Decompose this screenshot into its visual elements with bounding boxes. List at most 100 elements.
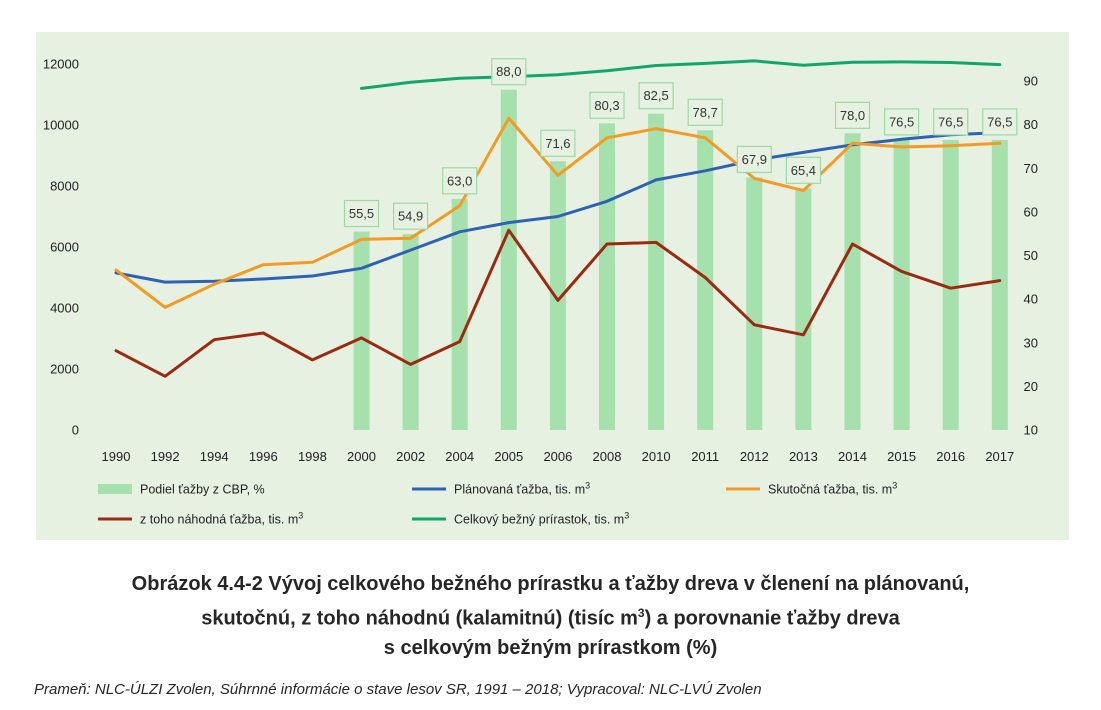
right-tick-60: 60 [1024,204,1038,219]
data-label-2002: 54,9 [398,209,423,224]
left-tick-2000: 2000 [50,362,79,377]
legend-label-1: Podiel ťažby z CBP, % [140,483,265,497]
x-tick-2000: 2000 [347,449,376,464]
data-label-box-2017 [982,108,1018,136]
data-label-2017: 76,5 [987,114,1012,129]
left-tick-0: 0 [72,423,79,438]
x-tick-2008: 2008 [593,449,622,464]
chart-svg: 0 2000 4000 6000 8000 10000 12000 10 20 30 40 50 60 7… [43,57,1038,527]
data-label-box-2015 [883,108,920,136]
data-label-box-2010 [638,82,674,110]
line-series-3 [114,228,1002,378]
x-tick-2005: 2005 [494,449,523,464]
data-label-2010: 82,5 [643,88,668,103]
data-label-box-2011 [687,98,723,126]
figure-caption: Obrázok 4.4-2 Vývoj celkového bežného pr… [0,570,1101,663]
legend-label-4: z toho náhodná ťažba, tis. m3 [140,511,303,527]
legend-label-sup-2: 3 [585,481,590,491]
bar-2015 [893,139,910,431]
x-tick-2004: 2004 [445,449,474,464]
right-tick-80: 80 [1024,117,1038,132]
caption-line-3: s celkovým bežným prírastkom (%) [383,636,718,659]
caption-line-2: skutočnú, z toho náhodnú (kalamitnú) (ti… [0,599,1101,634]
x-tick-2017: 2017 [985,449,1014,464]
x-tick-1990: 1990 [102,449,131,464]
right-tick-70: 70 [1024,161,1038,176]
bar-2011 [697,130,714,430]
data-label-2015: 76,5 [889,114,914,129]
bar-2000 [353,231,370,430]
bar-2013 [795,188,812,430]
line-series-2 [114,116,1002,309]
bar-2005 [500,89,517,430]
x-tick-2011: 2011 [691,449,719,464]
x-tick-2013: 2013 [789,449,818,464]
x-tick-2002: 2002 [396,449,425,464]
data-label-2016: 76,5 [938,114,963,129]
data-label-2005: 88,0 [496,64,521,79]
x-tick-2010: 2010 [642,449,671,464]
right-tick-20: 20 [1024,379,1038,394]
data-label-box-2000 [343,199,380,228]
caption-line-1: Obrázok 4.4-2 Vývoj celkového bežného pr… [131,573,970,595]
bar-2016 [942,139,959,431]
right-tick-30: 30 [1024,335,1038,350]
x-tick-1994: 1994 [200,449,229,464]
chart-panel: 0 2000 4000 6000 8000 10000 12000 10 20 30 40 50 60 7… [36,32,1069,540]
right-tick-10: 10 [1024,423,1038,438]
bar-2010 [648,113,665,430]
legend-label-sup-4: 3 [298,511,303,521]
data-label-2012: 67,9 [742,152,767,167]
data-label-box-2014 [834,101,871,129]
data-label-box-2004 [442,167,478,195]
source-note: Prameň: NLC-ÚLZI Zvolen, Súhrnné informá… [34,681,762,698]
data-label-box-2005 [491,58,527,86]
data-label-2004: 63,0 [447,173,472,188]
x-tick-1996: 1996 [249,449,278,464]
caption-line-2-sup: 3 [637,606,645,620]
legend-label-sup-5: 3 [624,511,629,521]
bar-2004 [451,198,468,430]
data-label-2011: 78,7 [693,105,718,120]
bar-2014 [844,133,861,430]
data-label-2008: 80,3 [594,98,619,113]
data-label-box-2016 [933,108,969,136]
left-tick-8000: 8000 [50,179,79,194]
left-tick-6000: 6000 [50,240,79,255]
x-tick-2015: 2015 [887,449,916,464]
legend-label-sup-3: 3 [892,481,897,491]
line-series-4 [360,59,1002,90]
x-tick-2006: 2006 [543,449,572,464]
left-tick-12000: 12000 [43,57,79,72]
legend-swatch-1 [98,484,132,494]
legend-label-5: Celkový bežný prírastok, tis. m3 [454,511,629,527]
data-label-box-2008 [589,91,625,119]
data-label-2000: 55,5 [349,206,374,221]
caption-line-2-a: skutočnú, z toho náhodnú (kalamitnú) (ti… [201,607,638,630]
right-tick-90: 90 [1024,74,1038,89]
caption-line-2-b: ) a porovnanie ťažby dreva [644,607,900,630]
right-tick-40: 40 [1024,292,1038,307]
data-label-2006: 71,6 [545,136,570,151]
data-label-2013: 65,4 [791,163,816,178]
data-label-box-2006 [540,129,576,157]
x-tick-2014: 2014 [838,449,867,464]
x-tick-2012: 2012 [740,449,769,464]
bar-2012 [746,177,763,430]
x-tick-2016: 2016 [936,449,965,464]
bar-2017 [991,139,1008,431]
left-tick-10000: 10000 [43,118,79,133]
legend-label-3: Skutočná ťažba, tis. m3 [768,481,897,497]
bar-2006 [549,161,566,430]
right-tick-50: 50 [1024,248,1038,263]
data-label-box-2013 [785,156,822,184]
data-label-box-2002 [393,202,429,230]
data-label-box-2012 [736,145,772,174]
legend-label-2: Plánovaná ťažba, tis. m3 [454,481,590,497]
bar-2008 [599,123,615,430]
left-tick-4000: 4000 [50,301,79,316]
data-label-2014: 78,0 [840,108,865,123]
x-tick-1998: 1998 [298,449,327,464]
x-tick-1992: 1992 [151,449,180,464]
bar-2002 [402,234,419,430]
